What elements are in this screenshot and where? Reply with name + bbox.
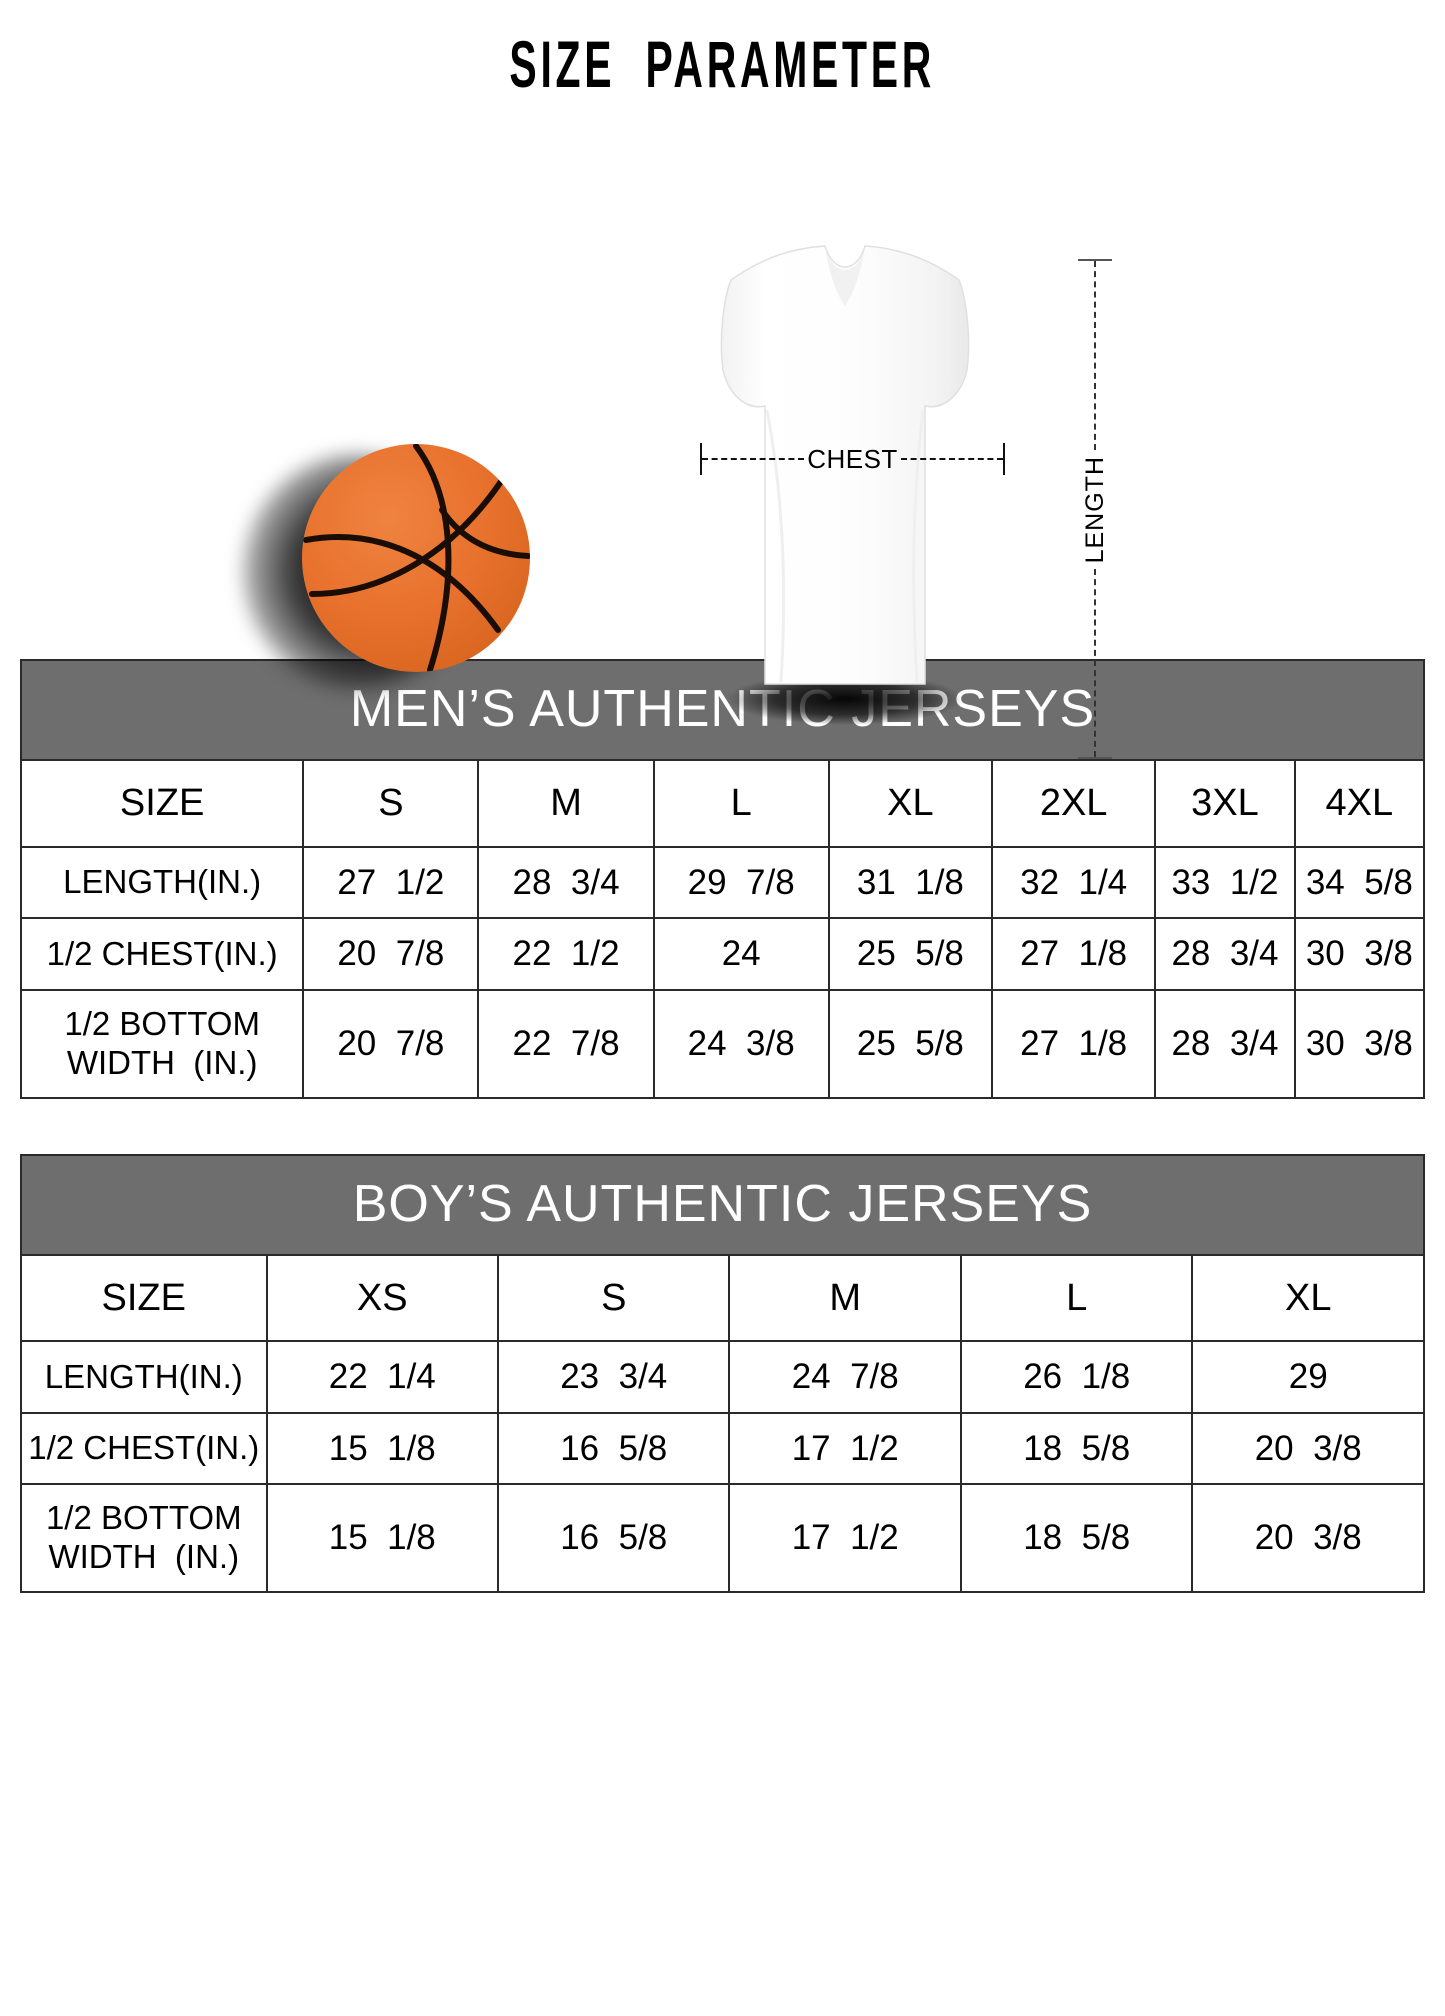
mens-length-s: 27 1/2 (302, 846, 480, 920)
mens-length-l: 29 7/8 (652, 846, 830, 920)
chest-dash-left (702, 458, 805, 461)
chest-dash-right (900, 458, 1003, 461)
boys-header-m: M (728, 1253, 962, 1343)
mens-chest-xl: 25 5/8 (827, 917, 994, 991)
size-diagram: CHEST LENGTH (0, 99, 1445, 760)
mens-header-l: L (652, 759, 830, 849)
page-title: SIZE PARAMETER (509, 27, 936, 101)
mens-header-m: M (477, 759, 655, 849)
table-row: LENGTH(IN.) 27 1/2 28 3/4 29 7/8 31 1/8 … (19, 846, 1426, 920)
length-cap-top (1078, 259, 1112, 262)
boys-length-s: 23 3/4 (496, 1340, 731, 1414)
length-dash-top (1094, 261, 1096, 450)
boys-chest-xl: 20 3/8 (1191, 1411, 1425, 1486)
mens-table-banner: MEN’S AUTHENTIC JERSEYS (20, 659, 1425, 760)
table-row: 1/2 CHEST(IN.) 15 1/8 16 5/8 17 1/2 18 5… (20, 1411, 1425, 1486)
mens-bottom-2xl: 27 1/8 (991, 988, 1157, 1099)
mens-header-size: SIZE (19, 759, 305, 849)
boys-row-label-length: LENGTH(IN.) (20, 1340, 268, 1414)
mens-bottom-s: 20 7/8 (302, 988, 480, 1099)
mens-bottom-4xl: 30 3/8 (1293, 988, 1426, 1099)
page-bottom-spacer (0, 1593, 1445, 1683)
boys-header-xs: XS (265, 1253, 500, 1343)
mens-length-2xl: 32 1/4 (991, 846, 1157, 920)
boys-chest-m: 17 1/2 (728, 1411, 962, 1486)
boys-row-label-chest: 1/2 CHEST(IN.) (20, 1411, 268, 1486)
basketball-seams-icon (303, 444, 530, 673)
mens-header-xl: XL (827, 759, 994, 849)
boys-header-l: L (959, 1253, 1194, 1343)
mens-chest-3xl: 28 3/4 (1154, 917, 1296, 991)
boys-bottom-xl: 20 3/8 (1191, 1483, 1425, 1593)
boys-size-table: SIZE XS S M L XL LENGTH(IN.) 22 1/4 23 3… (20, 1253, 1425, 1593)
table-row: 1/2 CHEST(IN.) 20 7/8 22 1/2 24 25 5/8 2… (19, 917, 1426, 991)
mens-chest-2xl: 27 1/8 (991, 917, 1157, 991)
mens-row-label-bottom-width: 1/2 BOTTOM WIDTH (IN.) (19, 988, 305, 1099)
mens-header-row: SIZE S M L XL 2XL 3XL 4XL (19, 759, 1426, 849)
boys-bottom-l: 18 5/8 (959, 1483, 1194, 1593)
boys-bottom-xs: 15 1/8 (265, 1483, 500, 1593)
length-cap-bottom (1078, 757, 1112, 760)
mens-chest-4xl: 30 3/8 (1293, 917, 1426, 991)
basketball-sphere (302, 444, 530, 673)
length-measure-line: LENGTH (1075, 259, 1115, 760)
mens-bottom-xl: 25 5/8 (827, 988, 994, 1099)
mens-chest-l: 24 (652, 917, 830, 991)
basketball-icon (242, 444, 530, 694)
page-title-container: SIZE PARAMETER (0, 0, 1445, 99)
table-spacer (0, 1099, 1445, 1154)
chest-cap-right (1003, 443, 1005, 476)
mens-bottom-m: 22 7/8 (477, 988, 655, 1099)
mens-row-label-length: LENGTH(IN.) (19, 846, 305, 920)
boys-chest-l: 18 5/8 (959, 1411, 1194, 1486)
mens-chest-s: 20 7/8 (302, 917, 480, 991)
boys-row-label-bottom-width: 1/2 BOTTOM WIDTH (IN.) (20, 1483, 268, 1593)
boys-bottom-s: 16 5/8 (496, 1483, 731, 1593)
mens-chest-m: 22 1/2 (477, 917, 655, 991)
boys-table-banner: BOY’S AUTHENTIC JERSEYS (20, 1153, 1425, 1254)
boys-header-s: S (496, 1253, 731, 1343)
mens-header-s: S (302, 759, 480, 849)
boys-header-row: SIZE XS S M L XL (20, 1253, 1425, 1343)
mens-header-4xl: 4XL (1293, 759, 1426, 849)
boys-length-m: 24 7/8 (728, 1340, 962, 1414)
table-row: LENGTH(IN.) 22 1/4 23 3/4 24 7/8 26 1/8 … (20, 1340, 1425, 1414)
boys-chest-s: 16 5/8 (496, 1411, 731, 1486)
boys-length-l: 26 1/8 (959, 1340, 1194, 1414)
mens-row-label-chest: 1/2 CHEST(IN.) (19, 917, 305, 991)
mens-header-2xl: 2XL (991, 759, 1157, 849)
boys-length-xl: 29 (1191, 1340, 1425, 1414)
boys-jerseys-table-block: BOY’S AUTHENTIC JERSEYS SIZE XS S M L XL… (20, 1153, 1425, 1593)
boys-header-xl: XL (1191, 1253, 1425, 1343)
length-dash-bottom (1094, 569, 1096, 758)
boys-chest-xs: 15 1/8 (265, 1411, 500, 1486)
jersey-icon (675, 244, 1015, 764)
chest-label: CHEST (807, 444, 898, 475)
mens-size-table: SIZE S M L XL 2XL 3XL 4XL LENGTH(IN.) 27… (19, 759, 1426, 1099)
boys-header-size: SIZE (20, 1253, 268, 1343)
boys-length-xs: 22 1/4 (265, 1340, 500, 1414)
chest-measure-line: CHEST (700, 439, 1005, 479)
mens-length-4xl: 34 5/8 (1293, 846, 1426, 920)
mens-jerseys-table-block: MEN’S AUTHENTIC JERSEYS SIZE S M L XL 2X… (19, 659, 1426, 1099)
table-row: 1/2 BOTTOM WIDTH (IN.) 20 7/8 22 7/8 24 … (19, 988, 1426, 1099)
mens-bottom-3xl: 28 3/4 (1154, 988, 1296, 1099)
mens-header-3xl: 3XL (1154, 759, 1296, 849)
mens-length-m: 28 3/4 (477, 846, 655, 920)
length-label: LENGTH (1080, 455, 1109, 563)
chest-cap-left (700, 443, 702, 476)
mens-length-xl: 31 1/8 (827, 846, 994, 920)
boys-bottom-m: 17 1/2 (728, 1483, 962, 1593)
mens-bottom-l: 24 3/8 (652, 988, 830, 1099)
table-row: 1/2 BOTTOM WIDTH (IN.) 15 1/8 16 5/8 17 … (20, 1483, 1425, 1593)
mens-length-3xl: 33 1/2 (1154, 846, 1296, 920)
